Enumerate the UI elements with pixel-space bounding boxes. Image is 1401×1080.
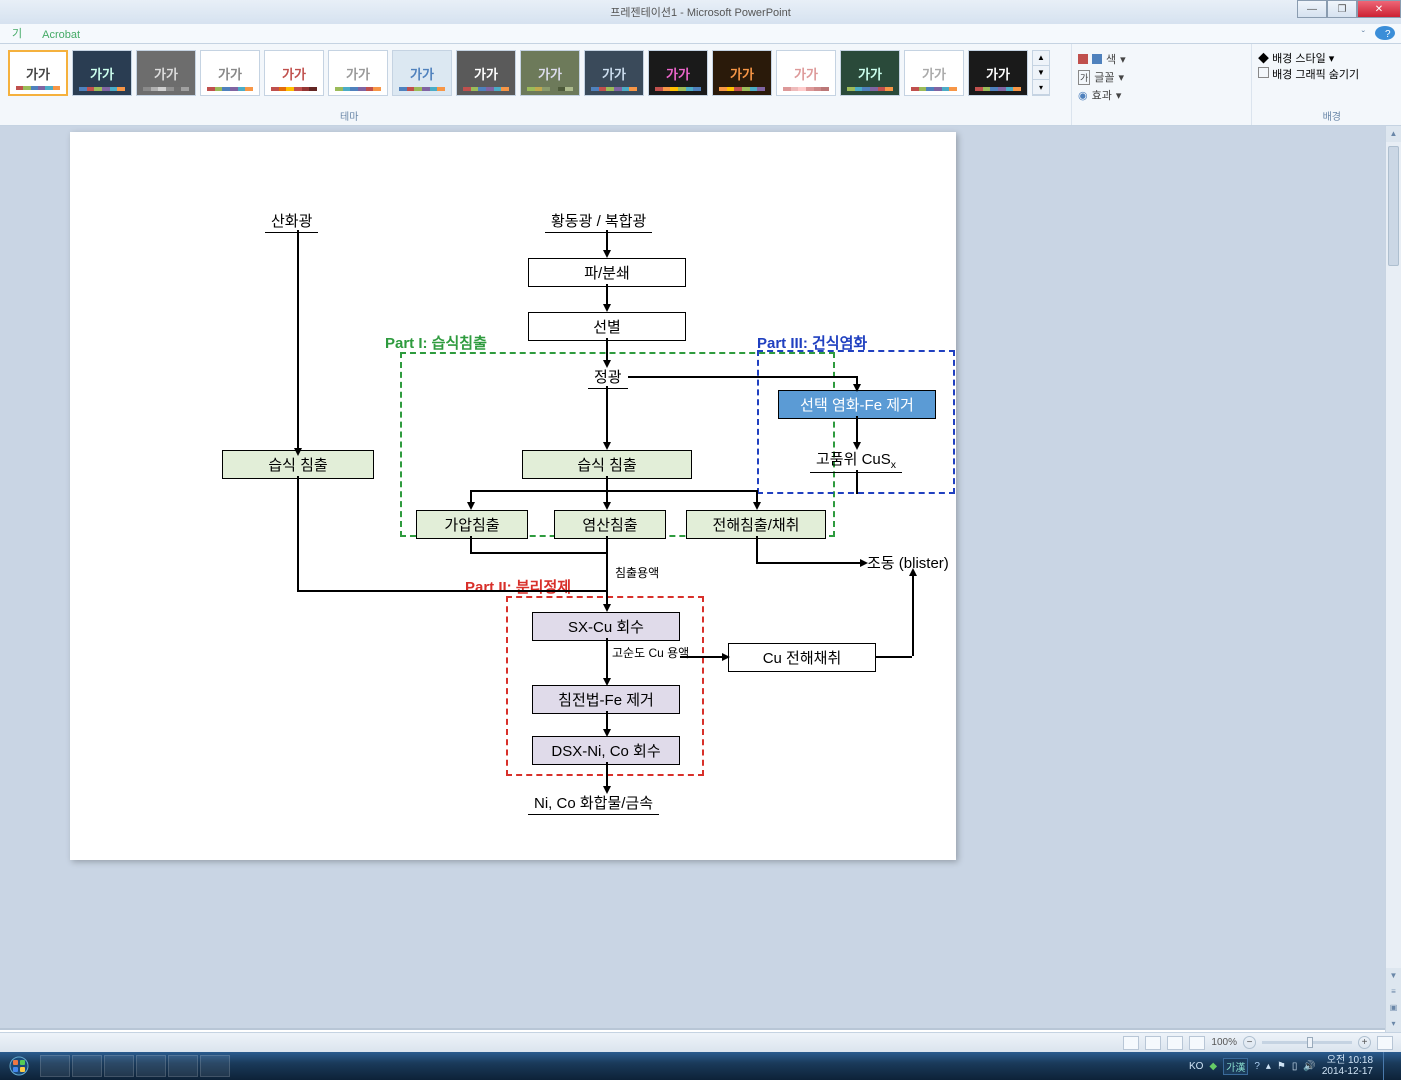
theme-thumbnail[interactable]: 가가 (328, 50, 388, 96)
themes-gallery: 가가가가가가가가가가가가가가가가가가가가가가가가가가가가가가가가▲▼▾ (0, 44, 1071, 125)
node-sx-cu: SX-Cu 회수 (532, 612, 680, 641)
node-pressure-leach: 가압침출 (416, 510, 528, 539)
taskbar-item[interactable] (136, 1055, 166, 1077)
show-desktop-button[interactable] (1383, 1052, 1393, 1080)
node-crushing: 파/분쇄 (528, 258, 686, 287)
node-selective-cl: 선택 염화-Fe 제거 (778, 390, 936, 419)
maximize-button[interactable]: ❐ (1327, 0, 1357, 18)
taskbar: KO ◆ 가漢 ? ▴ ⚑ ▯ 🔊 오전 10:182014-12-17 (0, 1052, 1401, 1080)
close-button[interactable]: ✕ (1357, 0, 1401, 18)
group-label-background: 배경 (1323, 108, 1341, 123)
node-separation: 선별 (528, 312, 686, 341)
ime-lang[interactable]: KO (1189, 1061, 1203, 1072)
fit-window-button[interactable] (1377, 1036, 1393, 1050)
taskbar-item[interactable] (168, 1055, 198, 1077)
theme-thumbnail[interactable]: 가가 (712, 50, 772, 96)
part2-label: Part II: 분리정제 (465, 576, 571, 597)
scroll-thumb[interactable] (1388, 146, 1399, 266)
slide-canvas: Part I: 습식침출 Part II: 분리정제 Part III: 건식염… (0, 126, 1385, 1032)
vertical-scrollbar[interactable]: ▲ ▼ ≡ ▣ ▾ (1385, 126, 1401, 1032)
node-hcl-leach: 염산침출 (554, 510, 666, 539)
tray-help-icon[interactable]: ? (1254, 1061, 1260, 1072)
view-slideshow-button[interactable] (1189, 1036, 1205, 1050)
next-slide-button[interactable]: ▾ (1386, 1016, 1401, 1032)
window-buttons: — ❐ ✕ (1297, 0, 1401, 18)
theme-thumbnail[interactable]: 가가 (136, 50, 196, 96)
zoom-label: 100% (1211, 1037, 1237, 1048)
theme-thumbnail[interactable]: 가가 (584, 50, 644, 96)
node-cu-electrowin: Cu 전해채취 (728, 643, 876, 672)
tab-acrobat[interactable]: Acrobat (32, 27, 90, 43)
zoom-in-button[interactable]: + (1358, 1036, 1371, 1049)
node-electro-leach: 전해침출/채취 (686, 510, 826, 539)
taskbar-clock[interactable]: 오전 10:182014-12-17 (1322, 1055, 1373, 1077)
theme-thumbnail[interactable]: 가가 (8, 50, 68, 96)
view-normal-button[interactable] (1123, 1036, 1139, 1050)
taskbar-item[interactable] (200, 1055, 230, 1077)
node-dsx-nico: DSX-Ni, Co 회수 (532, 736, 680, 765)
ribbon-collapse-icon[interactable]: ˇ (1352, 28, 1375, 43)
colors-dropdown[interactable]: 색 ▾ (1078, 50, 1245, 68)
slide[interactable]: Part I: 습식침출 Part II: 분리정제 Part III: 건식염… (70, 132, 956, 860)
theme-thumbnail[interactable]: 가가 (840, 50, 900, 96)
window-title: 프레젠테이션1 - Microsoft PowerPoint (610, 4, 791, 20)
system-tray: KO ◆ 가漢 ? ▴ ⚑ ▯ 🔊 오전 10:182014-12-17 (1189, 1052, 1401, 1080)
node-leach-center: 습식 침출 (522, 450, 692, 479)
taskbar-item[interactable] (104, 1055, 134, 1077)
node-nico-metal: Ni, Co 화합물/금속 (528, 792, 659, 815)
effects-dropdown[interactable]: ◉ 효과 ▾ (1078, 86, 1245, 104)
node-fe-removal: 침전법-Fe 제거 (532, 685, 680, 714)
tray-caret-icon[interactable]: ▴ (1266, 1061, 1271, 1072)
label-high-purity-cu: 고순도 Cu 용액 (612, 644, 689, 661)
themes-more-button[interactable]: ▲▼▾ (1032, 50, 1050, 96)
theme-thumbnail[interactable]: 가가 (968, 50, 1028, 96)
theme-thumbnail[interactable]: 가가 (456, 50, 516, 96)
theme-thumbnail[interactable]: 가가 (776, 50, 836, 96)
slide-nav-button[interactable]: ▣ (1386, 1000, 1401, 1016)
label-leach-solution: 침출용액 (615, 564, 659, 581)
ime-mode[interactable]: 가漢 (1223, 1058, 1248, 1075)
zoom-slider[interactable] (1262, 1041, 1352, 1044)
theme-thumbnail[interactable]: 가가 (520, 50, 580, 96)
part3-label: Part III: 건식염화 (757, 332, 867, 353)
taskbar-item[interactable] (72, 1055, 102, 1077)
ribbon: 가가가가가가가가가가가가가가가가가가가가가가가가가가가가가가가가▲▼▾ 색 ▾ … (0, 44, 1401, 126)
theme-thumbnail[interactable]: 가가 (392, 50, 452, 96)
ime-indicator-icon[interactable]: ◆ (1209, 1061, 1217, 1072)
tray-volume-icon[interactable]: 🔊 (1303, 1061, 1315, 1072)
theme-thumbnail[interactable]: 가가 (904, 50, 964, 96)
ribbon-tabs: 기 Acrobat ˇ ? (0, 24, 1401, 44)
title-bar: 프레젠테이션1 - Microsoft PowerPoint — ❐ ✕ (0, 0, 1401, 24)
theme-options-group: 색 ▾ 가 글꼴 ▾ ◉ 효과 ▾ (1071, 44, 1251, 125)
theme-thumbnail[interactable]: 가가 (72, 50, 132, 96)
tray-flag-icon[interactable]: ⚑ (1277, 1061, 1286, 1072)
theme-thumbnail[interactable]: 가가 (648, 50, 708, 96)
zoom-out-button[interactable]: − (1243, 1036, 1256, 1049)
node-copper-ore: 황동광 / 복합광 (545, 210, 652, 233)
node-concentrate: 정광 (588, 366, 628, 389)
status-bar: 100% − + (0, 1032, 1401, 1052)
taskbar-item[interactable] (40, 1055, 70, 1077)
tab-view[interactable]: 기 (2, 23, 32, 43)
group-label-themes: 테마 (340, 108, 358, 123)
help-icon[interactable]: ? (1375, 26, 1395, 40)
prev-slide-button[interactable]: ≡ (1386, 984, 1401, 1000)
fonts-dropdown[interactable]: 가 글꼴 ▾ (1078, 68, 1245, 86)
node-oxide-ore: 산화광 (265, 210, 318, 233)
view-reading-button[interactable] (1167, 1036, 1183, 1050)
scroll-up-button[interactable]: ▲ (1386, 126, 1401, 142)
view-sorter-button[interactable] (1145, 1036, 1161, 1050)
theme-thumbnail[interactable]: 가가 (200, 50, 260, 96)
tray-network-icon[interactable]: ▯ (1292, 1061, 1298, 1072)
hide-bg-checkbox[interactable]: 배경 그래픽 숨기기 (1258, 66, 1395, 82)
start-button[interactable] (0, 1052, 38, 1080)
minimize-button[interactable]: — (1297, 0, 1327, 18)
bg-style-dropdown[interactable]: ◆ 배경 스타일 ▾ (1258, 50, 1395, 66)
part1-label: Part I: 습식침출 (385, 332, 487, 353)
theme-thumbnail[interactable]: 가가 (264, 50, 324, 96)
scroll-down-button[interactable]: ▼ (1386, 968, 1401, 984)
